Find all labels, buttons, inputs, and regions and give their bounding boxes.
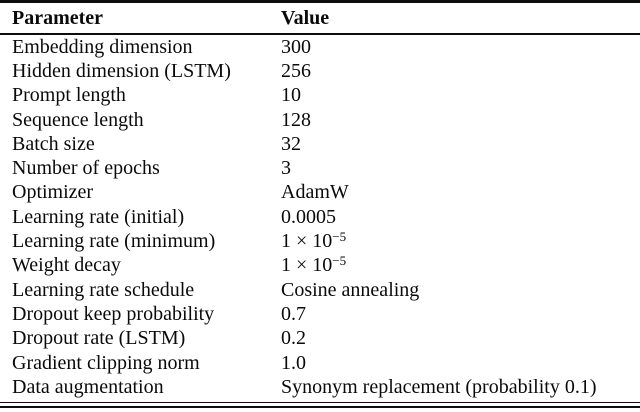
parameter-cell: Optimizer — [12, 181, 94, 204]
column-header-parameter: Parameter — [12, 6, 104, 29]
table-row: Gradient clipping norm 1.0 — [0, 350, 640, 374]
table-row: Learning rate (minimum) 1 × 10−5 — [0, 229, 640, 253]
value-text: Cosine annealing — [281, 278, 420, 301]
table-bottom-rule — [0, 401, 640, 409]
value-cell: 3 — [281, 158, 640, 178]
parameter-cell: Learning rate schedule — [12, 278, 195, 301]
table-row: Weight decay 1 × 10−5 — [0, 253, 640, 277]
parameter-cell: Dropout keep probability — [12, 302, 215, 325]
value-cell: Cosine annealing — [281, 280, 640, 300]
value-text: 1 × 10 — [281, 254, 333, 277]
table-row: Learning rate (initial) 0.0005 — [0, 205, 640, 229]
table-body: Embedding dimension 300 Hidden dimension… — [0, 35, 640, 399]
value-text: 0.7 — [281, 302, 306, 325]
parameter-cell: Embedding dimension — [12, 35, 193, 58]
value-cell: 128 — [281, 110, 640, 130]
value-text: 0.2 — [281, 327, 306, 350]
table-bottom-rule-thick — [0, 405, 640, 409]
value-text: 1 × 10 — [281, 230, 333, 253]
value-cell: AdamW — [281, 182, 640, 202]
value-cell: 10 — [281, 85, 640, 105]
parameter-cell: Data augmentation — [12, 375, 164, 398]
value-cell: 256 — [281, 61, 640, 81]
value-cell: 1.0 — [281, 353, 640, 373]
table-bottom-rule-gap — [0, 403, 640, 406]
parameter-cell: Weight decay — [12, 254, 121, 277]
parameter-cell: Gradient clipping norm — [12, 351, 200, 374]
value-text: 10 — [281, 84, 301, 107]
parameter-cell: Batch size — [12, 132, 95, 155]
value-text: 32 — [281, 132, 301, 155]
table-row: Dropout rate (LSTM) 0.2 — [0, 326, 640, 350]
table-row: Dropout keep probability 0.7 — [0, 302, 640, 326]
table-row: Number of epochs 3 — [0, 156, 640, 180]
value-text: 300 — [281, 35, 311, 58]
table-header-rule — [0, 32, 640, 35]
value-cell: 0.7 — [281, 304, 640, 324]
value-text: 128 — [281, 108, 311, 131]
parameter-cell: Learning rate (initial) — [12, 205, 185, 228]
value-text: Synonym replacement (probability 0.1) — [281, 375, 597, 398]
value-superscript: −5 — [332, 253, 347, 269]
table-row: Data augmentation Synonym replacement (p… — [0, 375, 640, 399]
value-text: 1.0 — [281, 351, 306, 374]
parameter-cell: Hidden dimension (LSTM) — [12, 59, 231, 82]
table-row: Optimizer AdamW — [0, 180, 640, 204]
parameter-cell: Number of epochs — [12, 157, 160, 180]
value-text: AdamW — [281, 181, 349, 204]
value-cell: 0.0005 — [281, 207, 640, 227]
value-cell: 1 × 10−5 — [281, 253, 640, 277]
table-row: Hidden dimension (LSTM) 256 — [0, 59, 640, 83]
table-bottom-rule-thin — [0, 401, 640, 404]
table-top-rule — [0, 0, 640, 3]
value-text: 256 — [281, 59, 311, 82]
value-text: 0.0005 — [281, 205, 336, 228]
value-cell: 0.2 — [281, 328, 640, 348]
table-header-row: Parameter Value — [0, 3, 640, 33]
table-row: Sequence length 128 — [0, 107, 640, 131]
parameter-cell: Sequence length — [12, 108, 144, 131]
value-cell: 32 — [281, 134, 640, 154]
table-row: Batch size 32 — [0, 132, 640, 156]
value-cell: 1 × 10−5 — [281, 229, 640, 253]
column-header-value: Value — [281, 6, 330, 29]
table-row: Learning rate schedule Cosine annealing — [0, 277, 640, 301]
parameter-cell: Dropout rate (LSTM) — [12, 327, 186, 350]
value-text: 3 — [281, 157, 291, 180]
table-row: Prompt length 10 — [0, 83, 640, 107]
value-superscript: −5 — [332, 229, 347, 245]
parameter-cell: Prompt length — [12, 84, 126, 107]
table-row: Embedding dimension 300 — [0, 35, 640, 59]
value-cell: 300 — [281, 37, 640, 57]
parameter-cell: Learning rate (minimum) — [12, 230, 216, 253]
value-cell: Synonym replacement (probability 0.1) — [281, 377, 640, 397]
